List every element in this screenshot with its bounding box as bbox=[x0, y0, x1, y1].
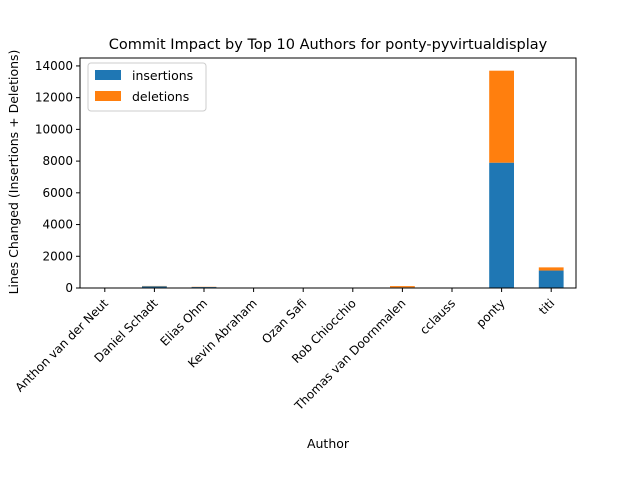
legend-swatch-insertions bbox=[95, 70, 121, 80]
y-tick-label-1: 2000 bbox=[42, 249, 73, 263]
x-tick-label-8: ponty bbox=[474, 296, 508, 330]
x-tick-label-2: Elias Ohm bbox=[157, 296, 210, 349]
plot-area: 0 2000 4000 6000 8000 10000 12000 14000 Anthon v… bbox=[13, 57, 577, 414]
y-tick-label-7: 14000 bbox=[35, 59, 73, 73]
y-tick-label-0: 0 bbox=[65, 281, 73, 295]
chart-title: Commit Impact by Top 10 Authors for pont… bbox=[109, 37, 548, 53]
bar-deletions-6 bbox=[390, 286, 415, 288]
bar-deletions-8 bbox=[489, 70, 514, 163]
legend-label-deletions: deletions bbox=[132, 89, 189, 104]
y-tick-label-6: 12000 bbox=[35, 91, 73, 105]
bar-insertions-1 bbox=[142, 286, 167, 288]
y-tick-label-4: 8000 bbox=[42, 154, 73, 168]
legend-swatch-deletions bbox=[95, 91, 121, 101]
y-tick-label-2: 4000 bbox=[42, 218, 73, 232]
x-axis-label: Author bbox=[307, 436, 350, 451]
y-tick-label-5: 10000 bbox=[35, 122, 73, 136]
x-tick-label-0: Anthon van der Neut bbox=[13, 296, 112, 395]
x-tick-label-4: Ozan Safi bbox=[259, 296, 309, 346]
bar-deletions-9 bbox=[538, 267, 564, 271]
legend-label-insertions: insertions bbox=[132, 68, 193, 83]
legend: insertions deletions bbox=[87, 62, 207, 112]
bar-insertions-8 bbox=[489, 162, 514, 288]
bar-insertions-9 bbox=[538, 270, 564, 288]
x-tick-label-7: cclauss bbox=[417, 296, 458, 337]
y-tick-label-3: 6000 bbox=[42, 186, 73, 200]
x-tick-label-9: titi bbox=[536, 296, 557, 317]
y-axis-label: Lines Changed (Insertions + Deletions) bbox=[6, 50, 21, 295]
axes-frame bbox=[79, 57, 577, 289]
